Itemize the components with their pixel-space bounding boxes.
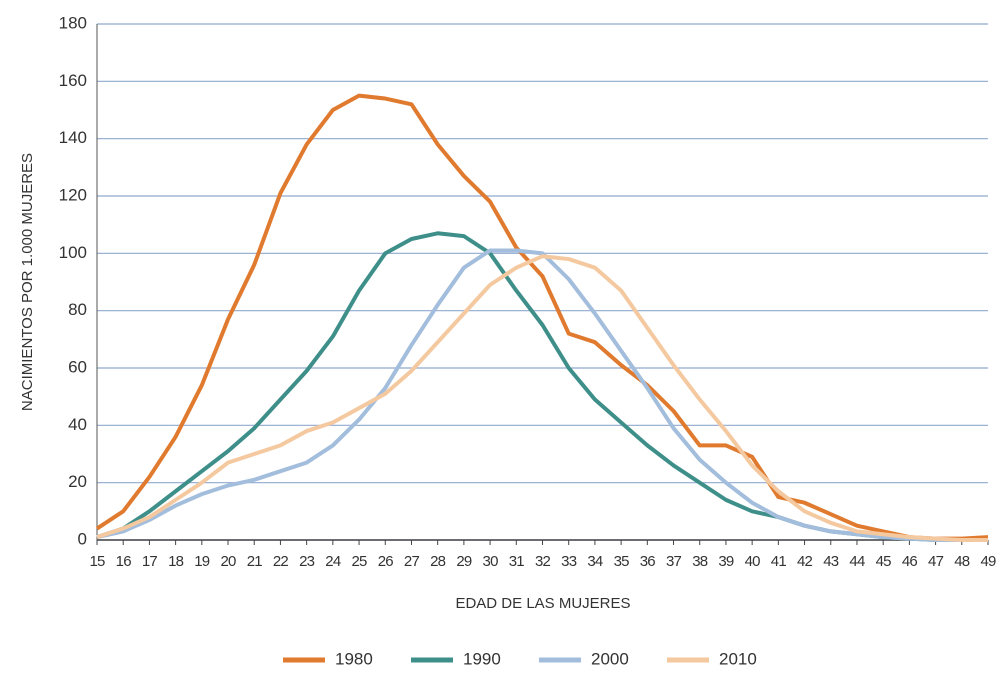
x-axis-label: EDAD DE LAS MUJERES — [455, 595, 630, 612]
x-tick-label: 32 — [535, 553, 551, 570]
y-tick-label: 120 — [59, 185, 87, 204]
x-tick-label: 28 — [430, 553, 446, 570]
x-tick-label: 38 — [692, 553, 708, 570]
legend-label: 2010 — [719, 649, 757, 668]
y-axis-label: NACIMIENTOS POR 1.000 MUJERES — [19, 153, 36, 411]
x-tick-label: 45 — [876, 553, 892, 570]
x-tick-label: 16 — [116, 553, 132, 570]
y-tick-label: 80 — [68, 300, 87, 319]
x-tick-label: 48 — [954, 553, 970, 570]
legend-label: 2000 — [591, 649, 629, 668]
x-tick-label: 19 — [194, 553, 210, 570]
x-tick-label: 23 — [299, 553, 315, 570]
x-tick-label: 33 — [561, 553, 577, 570]
x-tick-label: 44 — [849, 553, 865, 570]
x-tick-label: 20 — [220, 553, 236, 570]
x-tick-label: 30 — [483, 553, 499, 570]
series-line — [95, 93, 989, 541]
x-tick-label: 21 — [247, 553, 263, 570]
y-tick-label: 0 — [78, 529, 87, 548]
x-tick-label: 37 — [666, 553, 682, 570]
y-tick-label: 60 — [68, 357, 87, 376]
x-tick-label: 29 — [456, 553, 472, 570]
x-tick-label: 31 — [509, 553, 525, 570]
x-tick-label: 25 — [352, 553, 368, 570]
x-tick-label: 39 — [718, 553, 734, 570]
x-tick-label: 43 — [823, 553, 839, 570]
x-tick-label: 22 — [273, 553, 289, 570]
x-tick-label: 26 — [378, 553, 394, 570]
x-tick-label: 17 — [142, 553, 158, 570]
x-tick-label: 18 — [168, 553, 184, 570]
x-tick-label: 46 — [902, 553, 918, 570]
series-line — [96, 248, 988, 542]
x-tick-label: 34 — [587, 553, 603, 570]
y-tick-label: 40 — [68, 415, 87, 434]
x-tick-label: 42 — [797, 553, 813, 570]
x-tick-label: 41 — [771, 553, 787, 570]
y-tick-label: 20 — [68, 472, 87, 491]
y-tick-label: 100 — [59, 243, 87, 262]
x-tick-label: 35 — [614, 553, 630, 570]
x-tick-label: 24 — [325, 553, 341, 570]
x-tick-label: 36 — [640, 553, 656, 570]
x-tick-label: 47 — [928, 553, 944, 570]
x-tick-label: 27 — [404, 553, 420, 570]
y-tick-label: 160 — [59, 71, 87, 90]
series-line — [96, 254, 988, 542]
x-tick-label: 40 — [745, 553, 761, 570]
y-tick-label: 180 — [59, 13, 87, 32]
legend-label: 1980 — [335, 649, 373, 668]
x-tick-label: 15 — [89, 553, 105, 570]
legend-label: 1990 — [463, 649, 501, 668]
y-tick-label: 140 — [59, 128, 87, 147]
x-tick-label: 49 — [980, 553, 996, 570]
